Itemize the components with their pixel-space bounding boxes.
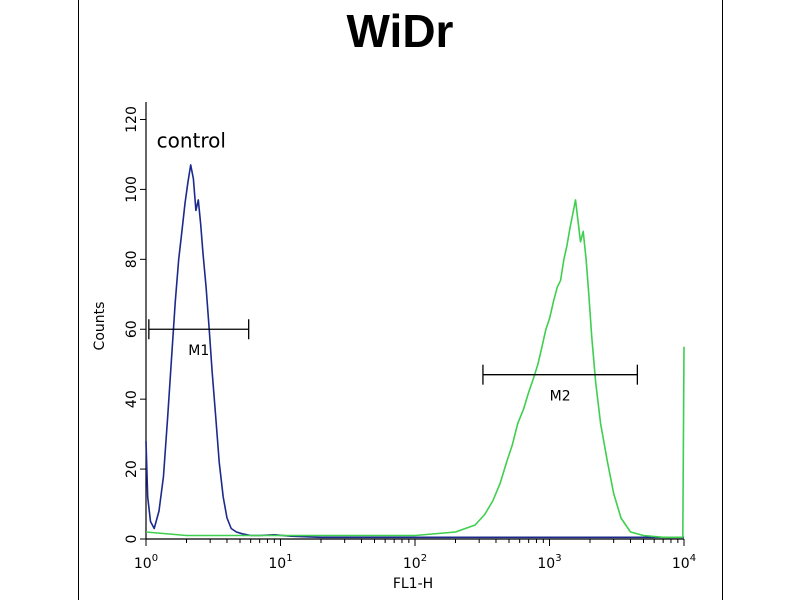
marker-m2-label: M2 — [550, 389, 571, 405]
control-label: control — [157, 128, 226, 152]
series-marks — [145, 164, 685, 539]
y-axis-label: Counts — [92, 302, 108, 351]
histogram-series-2 — [145, 199, 685, 539]
y-tick-label: 80 — [124, 250, 140, 268]
y-tick-label: 60 — [124, 320, 140, 338]
plot-frame — [78, 0, 723, 600]
y-tick-label: 0 — [124, 535, 140, 544]
chart-title: WiDr — [346, 5, 454, 57]
marker-m1-label: M1 — [188, 343, 209, 359]
annotations: control M1 M2 — [148, 128, 639, 405]
y-tick-label: 40 — [124, 390, 140, 408]
x-tick-label: 102 — [403, 553, 427, 572]
x-tick-label: 100 — [134, 553, 158, 572]
y-tick-label: 100 — [124, 176, 140, 203]
x-tick-label: 103 — [537, 553, 561, 572]
x-axis-label: FL1-H — [393, 576, 433, 592]
y-tick-label: 20 — [124, 460, 140, 478]
y-tick-label: 120 — [124, 106, 140, 133]
histogram-series-1 — [145, 164, 684, 539]
axes: 0 20 40 60 80 100 120 100 101 102 103 104 — [124, 102, 696, 572]
x-tick-label: 104 — [672, 553, 696, 572]
x-tick-label: 101 — [268, 553, 292, 572]
